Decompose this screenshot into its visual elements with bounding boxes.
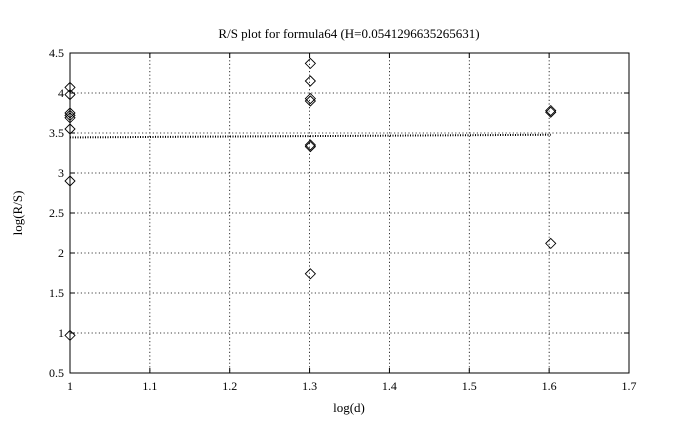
data-point	[64, 329, 76, 342]
data-point	[304, 95, 317, 107]
data-point	[64, 107, 76, 119]
data-point	[64, 175, 76, 187]
y-tick-label: 2	[58, 246, 64, 260]
data-point	[545, 237, 557, 250]
grid	[70, 53, 629, 373]
y-axis-label: log(R/S)	[10, 191, 25, 236]
data-point	[304, 57, 317, 70]
data-points	[64, 57, 557, 342]
fit-line	[69, 133, 551, 139]
data-point	[545, 104, 557, 117]
x-axis-label: log(d)	[333, 400, 365, 415]
data-point	[304, 75, 317, 87]
fit-line-group	[69, 133, 551, 139]
y-tick-label: 1.5	[49, 286, 64, 300]
y-tick-label: 2.5	[49, 206, 64, 220]
y-tick-label: 4.5	[49, 46, 64, 60]
data-point	[64, 123, 76, 135]
data-point	[545, 106, 557, 118]
x-tick-label: 1.4	[382, 379, 397, 393]
y-tick-label: 3	[58, 166, 64, 180]
y-tick-label: 3.5	[49, 126, 64, 140]
x-tick-label: 1.7	[622, 379, 637, 393]
x-tick-label: 1.3	[302, 379, 317, 393]
data-point	[304, 139, 317, 151]
x-tick-label: 1.6	[542, 379, 557, 393]
y-tick-label: 1	[58, 326, 64, 340]
data-point	[304, 92, 317, 105]
x-tick-label: 1.5	[462, 379, 477, 393]
ticks: 1 1.1 1.2 1.3 1.4 1.5 1.6 1.70.511.522.533.544.…	[49, 46, 637, 393]
y-tick-label: 0.5	[49, 366, 64, 380]
data-point	[64, 88, 76, 101]
x-tick-label: 1	[67, 379, 73, 393]
data-point	[304, 268, 317, 280]
chart-title: R/S plot for formula64 (H=0.054129663526…	[218, 26, 479, 41]
data-point	[64, 109, 76, 122]
y-tick-label: 4	[58, 86, 64, 100]
x-tick-label: 1.1	[142, 379, 157, 393]
data-point	[304, 140, 317, 153]
data-point	[64, 112, 76, 124]
x-tick-label: 1.2	[222, 379, 237, 393]
data-point	[64, 81, 76, 94]
